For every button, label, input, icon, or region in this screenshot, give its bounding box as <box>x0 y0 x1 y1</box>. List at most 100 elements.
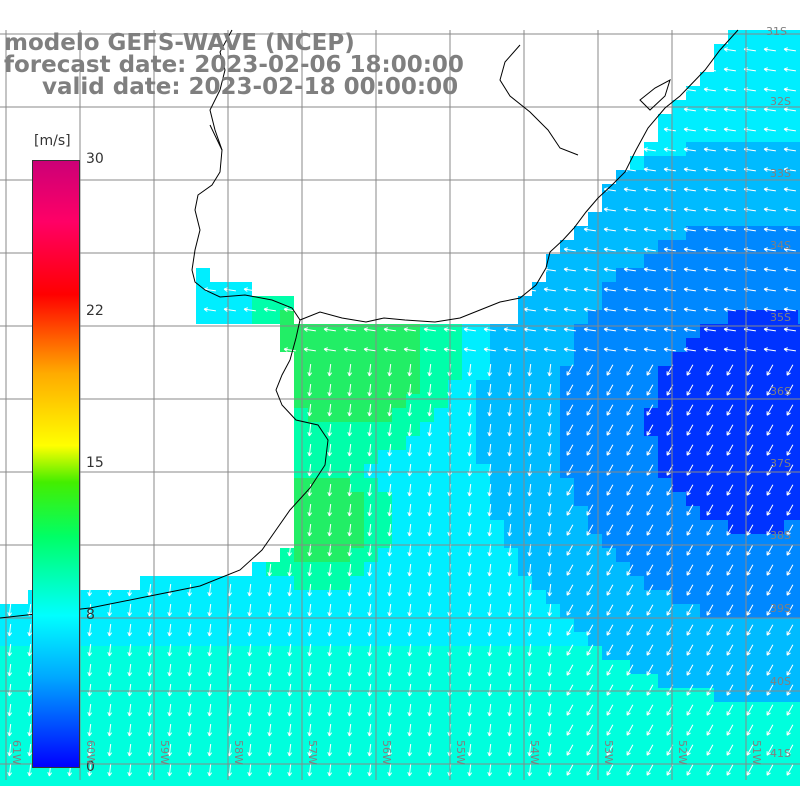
wind-speed-cell <box>644 492 658 506</box>
wind-speed-cell <box>728 296 742 310</box>
wind-speed-cell <box>322 506 336 520</box>
wind-vector <box>263 307 276 312</box>
wind-speed-cell <box>574 632 588 646</box>
wind-speed-cell <box>756 366 770 380</box>
wind-speed-cell <box>574 506 588 520</box>
wind-speed-cell <box>336 618 350 632</box>
wind-speed-cell <box>546 646 560 660</box>
wind-speed-cell <box>406 646 420 660</box>
wind-speed-cell <box>378 660 392 674</box>
wind-speed-cell <box>364 660 378 674</box>
wind-speed-cell <box>770 44 784 58</box>
wind-speed-cell <box>602 310 616 324</box>
wind-vector <box>187 723 193 737</box>
wind-vector <box>646 704 654 716</box>
wind-speed-cell <box>574 716 588 730</box>
wind-speed-cell <box>336 408 350 422</box>
wind-speed-cell <box>266 716 280 730</box>
wind-speed-cell <box>518 660 532 674</box>
wind-speed-cell <box>154 716 168 730</box>
wind-speed-cell <box>462 506 476 520</box>
wind-speed-cell <box>308 744 322 758</box>
wind-speed-cell <box>756 436 770 450</box>
wind-speed-cell <box>728 590 742 604</box>
wind-vector <box>686 364 694 376</box>
wind-speed-cell <box>728 506 742 520</box>
wind-speed-cell <box>336 394 350 408</box>
wind-speed-cell <box>798 604 800 618</box>
wind-speed-cell <box>476 702 490 716</box>
wind-speed-cell <box>476 674 490 688</box>
wind-vector <box>646 544 654 556</box>
wind-speed-cell <box>112 744 126 758</box>
wind-vector <box>586 764 594 776</box>
wind-speed-cell <box>630 436 644 450</box>
wind-speed-cell <box>616 618 630 632</box>
wind-speed-cell <box>728 674 742 688</box>
wind-speed-cell <box>756 758 770 772</box>
wind-speed-cell <box>532 646 546 660</box>
wind-speed-cell <box>602 436 616 450</box>
wind-vector <box>566 404 574 416</box>
wind-vector <box>407 623 413 637</box>
wind-speed-cell <box>378 758 392 772</box>
wind-speed-cell <box>756 716 770 730</box>
wind-vector <box>603 267 616 272</box>
wind-speed-cell <box>154 744 168 758</box>
wind-speed-cell <box>756 604 770 618</box>
wind-speed-cell <box>588 492 602 506</box>
wind-speed-cell <box>672 436 686 450</box>
wind-vector <box>347 743 353 757</box>
wind-speed-cell <box>490 576 504 590</box>
wind-speed-cell <box>294 324 308 338</box>
wind-vector <box>423 327 436 332</box>
wind-speed-cell <box>616 520 630 534</box>
wind-vector <box>367 623 373 637</box>
wind-speed-cell <box>574 408 588 422</box>
lat-label: 31S <box>766 25 787 38</box>
wind-speed-cell <box>14 632 28 646</box>
wind-speed-cell <box>112 604 126 618</box>
wind-speed-cell <box>322 520 336 534</box>
wind-speed-cell <box>350 562 364 576</box>
wind-speed-cell <box>546 310 560 324</box>
wind-speed-cell <box>196 660 210 674</box>
wind-speed-cell <box>700 632 714 646</box>
wind-speed-cell <box>448 716 462 730</box>
wind-speed-cell <box>658 268 672 282</box>
wind-speed-cell <box>798 366 800 380</box>
wind-vector <box>487 623 493 637</box>
wind-vector <box>87 763 93 777</box>
wind-vector <box>307 683 313 697</box>
wind-speed-cell <box>322 576 336 590</box>
wind-speed-cell <box>714 730 728 744</box>
wind-speed-cell <box>728 520 742 534</box>
wind-vector <box>147 723 153 737</box>
wind-vector <box>363 347 376 352</box>
wind-vector <box>703 347 716 352</box>
wind-speed-cell <box>140 688 154 702</box>
wind-vector <box>586 444 594 456</box>
wind-speed-cell <box>252 604 266 618</box>
wind-speed-cell <box>714 534 728 548</box>
wind-vector <box>427 383 433 397</box>
wind-speed-cell <box>672 758 686 772</box>
wind-vector <box>367 683 373 697</box>
wind-vector <box>686 764 694 776</box>
wind-vector <box>746 624 754 636</box>
wind-vector <box>427 723 433 737</box>
wind-speed-cell <box>112 758 126 772</box>
wind-speed-cell <box>644 716 658 730</box>
wind-speed-cell <box>518 352 532 366</box>
wind-speed-cell <box>168 576 182 590</box>
wind-speed-cell <box>336 730 350 744</box>
wind-vector <box>427 663 433 677</box>
wind-vector <box>347 703 353 717</box>
wind-speed-cell <box>560 716 574 730</box>
wind-vector <box>167 703 173 717</box>
wind-speed-cell <box>490 366 504 380</box>
wind-speed-cell <box>644 478 658 492</box>
wind-vector <box>527 523 533 537</box>
wind-vector <box>603 327 616 332</box>
wind-vector <box>706 504 714 516</box>
